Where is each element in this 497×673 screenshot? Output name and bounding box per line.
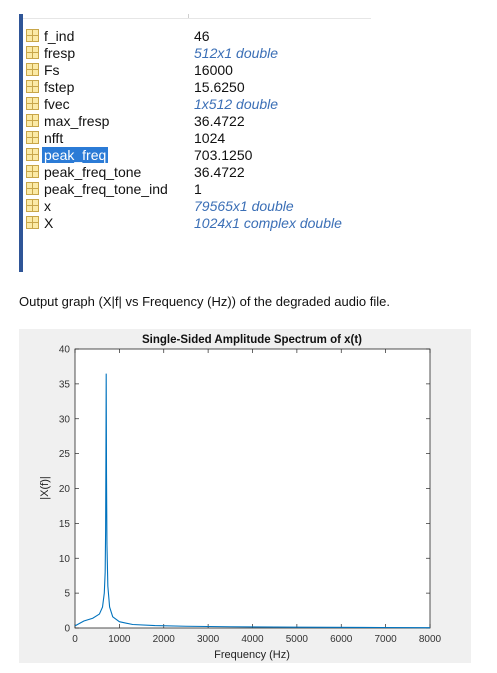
figure-caption: Output graph (X|f| vs Frequency (Hz)) of…	[19, 294, 390, 309]
variable-name: x	[44, 198, 51, 214]
workspace-row-nfft[interactable]: nfft 1024	[26, 130, 366, 147]
variable-value: 1024x1 complex double	[194, 215, 342, 231]
y-axis-label: |X(f)|	[39, 476, 51, 499]
y-tick-label: 20	[59, 484, 71, 495]
workspace-row-fstep[interactable]: fstep 15.6250	[26, 79, 366, 96]
workspace-row-fresp[interactable]: fresp 512x1 double	[26, 45, 366, 62]
y-tick-label: 5	[64, 589, 70, 600]
variable-grid-icon	[26, 216, 39, 229]
chart-title: Single-Sided Amplitude Spectrum of x(t)	[142, 334, 362, 346]
variable-grid-icon	[26, 80, 39, 93]
workspace-row-fvec[interactable]: fvec 1x512 double	[26, 96, 366, 113]
spectrum-chart: Single-Sided Amplitude Spectrum of x(t) …	[39, 334, 442, 661]
variable-name: fstep	[44, 79, 75, 95]
variable-name: peak_freq_tone_ind	[44, 181, 168, 197]
series-line-amplitude	[74, 373, 431, 629]
x-axis-label: Frequency (Hz)	[214, 649, 290, 661]
workspace-row-Fs[interactable]: Fs 16000	[26, 62, 366, 79]
x-tick-label: 2000	[153, 634, 176, 645]
variable-name: X	[44, 215, 54, 231]
variable-name: fvec	[44, 96, 70, 112]
y-tick-label: 40	[59, 345, 71, 356]
variable-value: 46	[194, 28, 210, 44]
y-axis: 0 5 10 15 20 25 30 35 40	[59, 345, 430, 635]
variable-name: fresp	[44, 45, 76, 61]
variable-name: peak_freq_tone	[44, 164, 142, 180]
variable-name: nfft	[44, 130, 64, 146]
variable-value: 703.1250	[194, 147, 253, 163]
workspace-header-line	[23, 18, 371, 19]
variable-value: 1	[194, 181, 202, 197]
y-tick-label: 25	[59, 449, 71, 460]
variable-value: 1024	[194, 130, 226, 146]
variable-value: 512x1 double	[194, 45, 279, 61]
workspace-row-peak-freq-tone-ind[interactable]: peak_freq_tone_ind 1	[26, 181, 366, 198]
variable-grid-icon	[26, 131, 39, 144]
y-tick-label: 10	[59, 554, 71, 565]
plot-area	[74, 348, 431, 629]
workspace-column-divider	[188, 14, 189, 18]
x-tick-label: 6000	[330, 634, 353, 645]
variable-grid-icon	[26, 114, 39, 127]
variable-name: peak_freq	[42, 147, 109, 163]
workspace-row-x[interactable]: x 79565x1 double	[26, 198, 366, 215]
workspace-variable-list: f_ind 46 fresp 512x1 double Fs 16000 fstep 15.6…	[26, 28, 366, 232]
x-tick-label: 0	[72, 634, 78, 645]
variable-value: 15.6250	[194, 79, 245, 95]
variable-name: f_ind	[44, 28, 75, 44]
workspace-row-peak-freq-tone[interactable]: peak_freq_tone 36.4722	[26, 164, 366, 181]
x-tick-label: 3000	[197, 634, 220, 645]
x-tick-label: 8000	[419, 634, 442, 645]
variable-grid-icon	[26, 199, 39, 212]
variable-grid-icon	[26, 182, 39, 195]
variable-grid-icon	[26, 29, 39, 42]
workspace-row-peak-freq[interactable]: peak_freq 703.1250	[26, 147, 366, 164]
variable-value: 1x512 double	[194, 96, 279, 112]
x-tick-label: 7000	[375, 634, 398, 645]
workspace-row-f-ind[interactable]: f_ind 46	[26, 28, 366, 45]
x-tick-label: 5000	[286, 634, 309, 645]
y-tick-label: 30	[59, 414, 71, 425]
variable-grid-icon	[26, 46, 39, 59]
variable-grid-icon	[26, 148, 39, 161]
x-tick-label: 4000	[241, 634, 264, 645]
variable-grid-icon	[26, 165, 39, 178]
variable-value: 36.4722	[194, 113, 245, 129]
variable-name: max_fresp	[44, 113, 110, 129]
workspace-accent-bar	[19, 14, 23, 272]
y-tick-label: 0	[64, 624, 70, 635]
variable-grid-icon	[26, 97, 39, 110]
x-tick-label: 1000	[108, 634, 131, 645]
variable-value: 79565x1 double	[194, 198, 294, 214]
x-axis: 0 1000 2000 3000 4000 5000 6000 7000 8000	[72, 349, 442, 645]
variable-value: 36.4722	[194, 164, 245, 180]
variable-value: 16000	[194, 62, 233, 78]
y-tick-label: 35	[59, 379, 71, 390]
y-tick-label: 15	[59, 519, 71, 530]
workspace-row-X[interactable]: X 1024x1 complex double	[26, 215, 366, 232]
variable-grid-icon	[26, 63, 39, 76]
matlab-figure: Single-Sided Amplitude Spectrum of x(t) …	[19, 329, 471, 663]
workspace-row-max-fresp[interactable]: max_fresp 36.4722	[26, 113, 366, 130]
variable-name: Fs	[44, 62, 60, 78]
